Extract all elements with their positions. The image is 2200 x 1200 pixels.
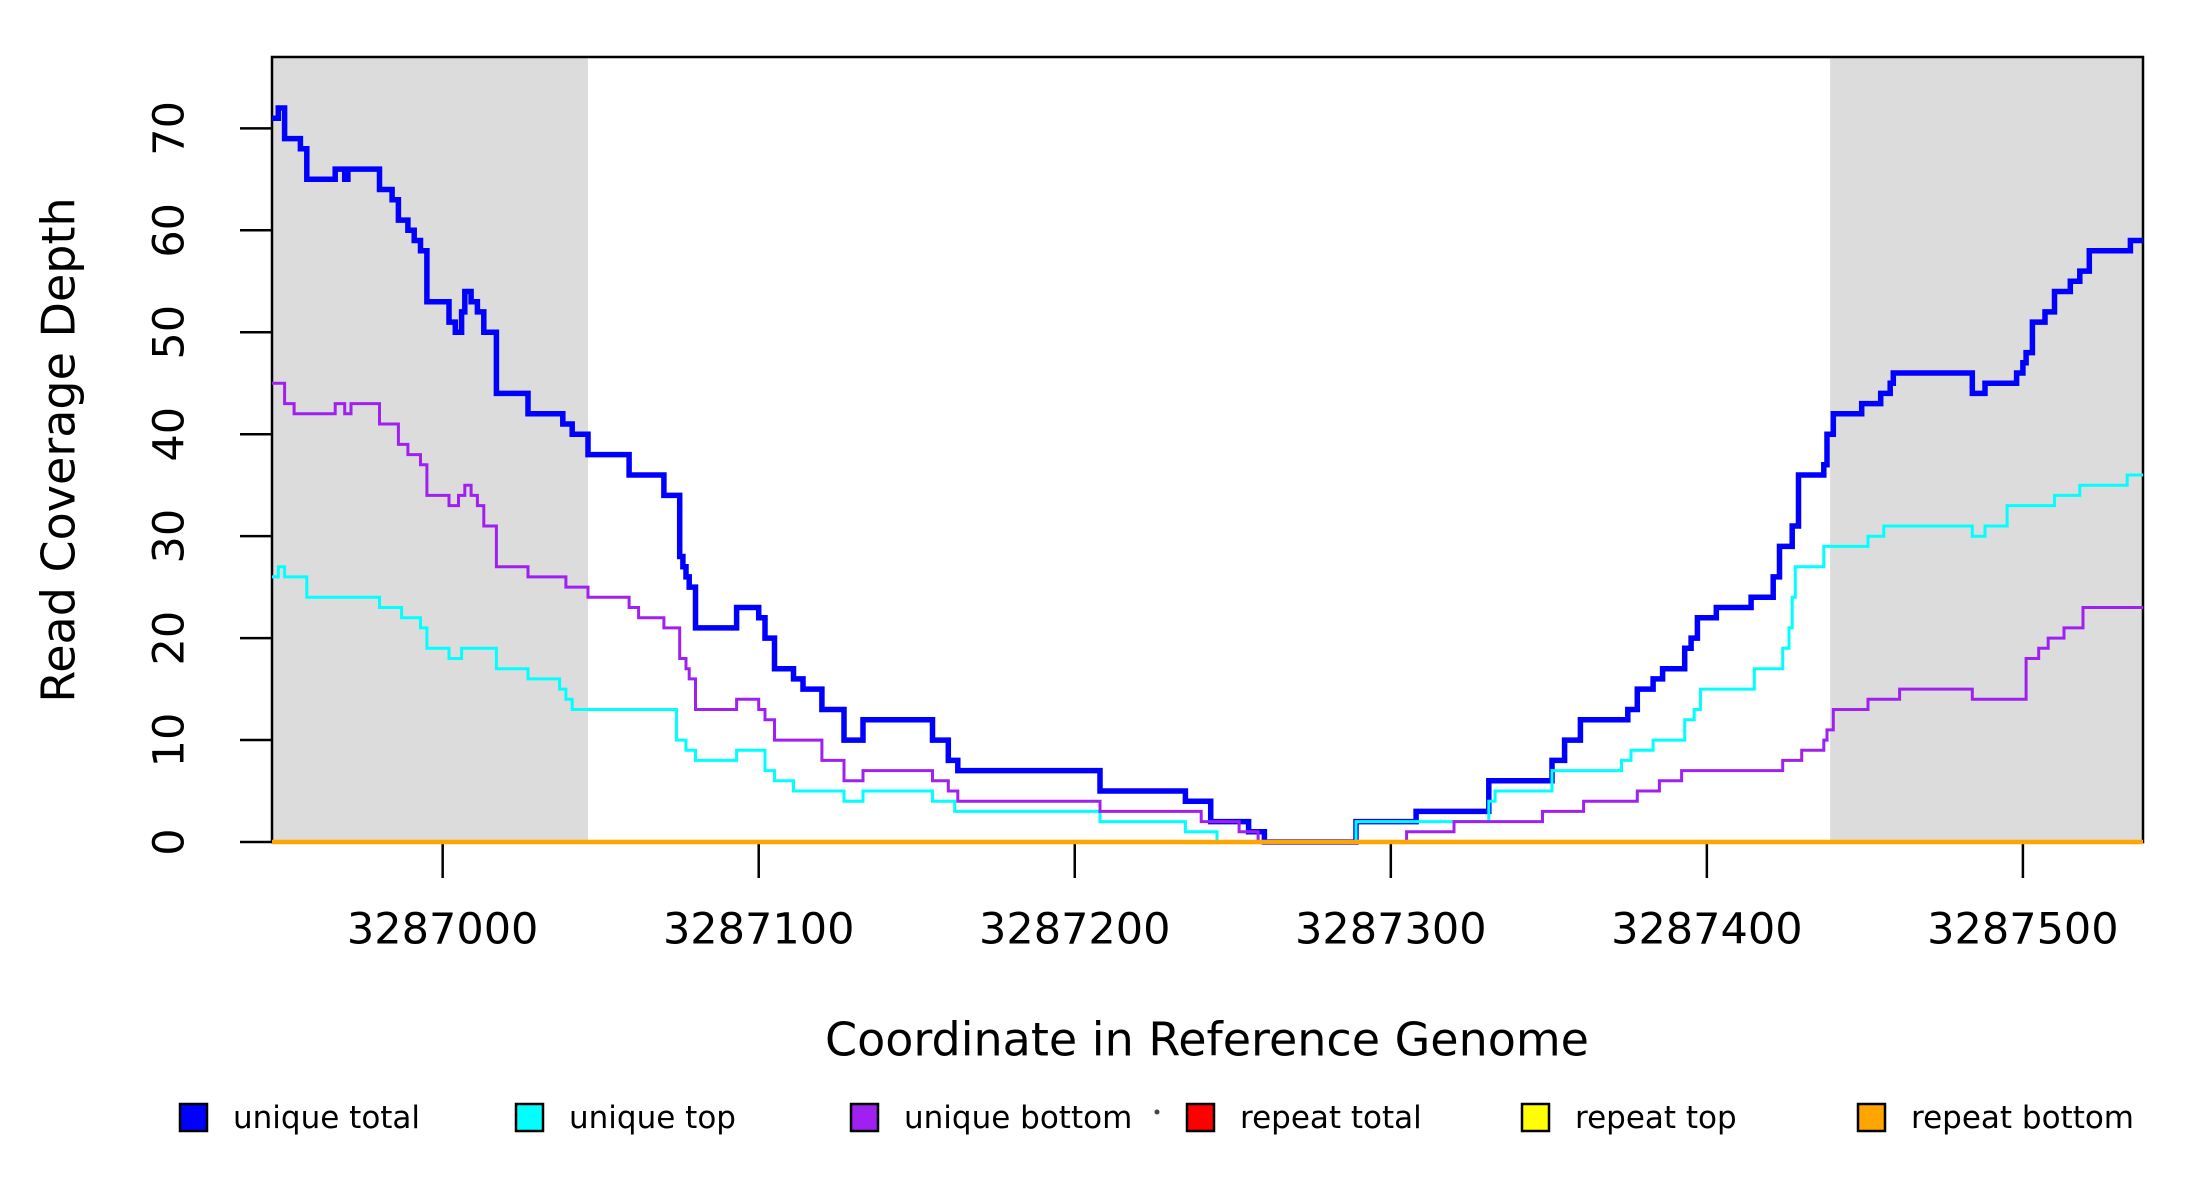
shaded-region [1830,57,2143,842]
y-tick-label: 30 [145,509,195,564]
legend-label: unique total [233,1100,420,1136]
x-tick-label: 3287400 [1611,905,1803,955]
legend-label: repeat bottom [1911,1100,2134,1136]
legend-swatch-repeat-bottom [1856,1102,1887,1133]
y-tick-label: 0 [145,828,195,855]
y-tick-label: 60 [145,203,195,258]
legend-swatch-unique-bottom [849,1102,880,1133]
x-tick-label: 3287200 [979,905,1171,955]
y-tick-label: 10 [145,713,195,768]
x-tick-label: 3287100 [663,905,855,955]
legend-swatch-repeat-total [1185,1102,1216,1133]
x-tick-label: 3287000 [347,905,539,955]
x-tick-label: 3287500 [1927,905,2119,955]
y-axis-title: Read Coverage Depth [32,197,86,702]
y-tick-label: 70 [145,101,195,156]
legend-label: unique top [569,1100,736,1136]
series-unique-total [272,105,2143,845]
x-axis-title: Coordinate in Reference Genome [825,1013,1589,1067]
series-unique-bottom [272,381,2143,844]
legend-label: unique bottom [904,1100,1132,1136]
y-tick-label: 40 [145,407,195,462]
x-tick-label: 3287300 [1295,905,1487,955]
shaded-region [272,57,589,842]
legend-swatch-unique-top [514,1102,545,1133]
legend-label: repeat top [1575,1100,1737,1136]
y-tick-label: 20 [145,611,195,666]
series-unique-top [272,473,2143,844]
stray-dot [1154,1109,1160,1115]
legend-swatch-repeat-top [1520,1102,1551,1133]
y-tick-label: 50 [145,305,195,360]
legend-label: repeat total [1240,1100,1422,1136]
legend-swatch-unique-total [178,1102,209,1133]
